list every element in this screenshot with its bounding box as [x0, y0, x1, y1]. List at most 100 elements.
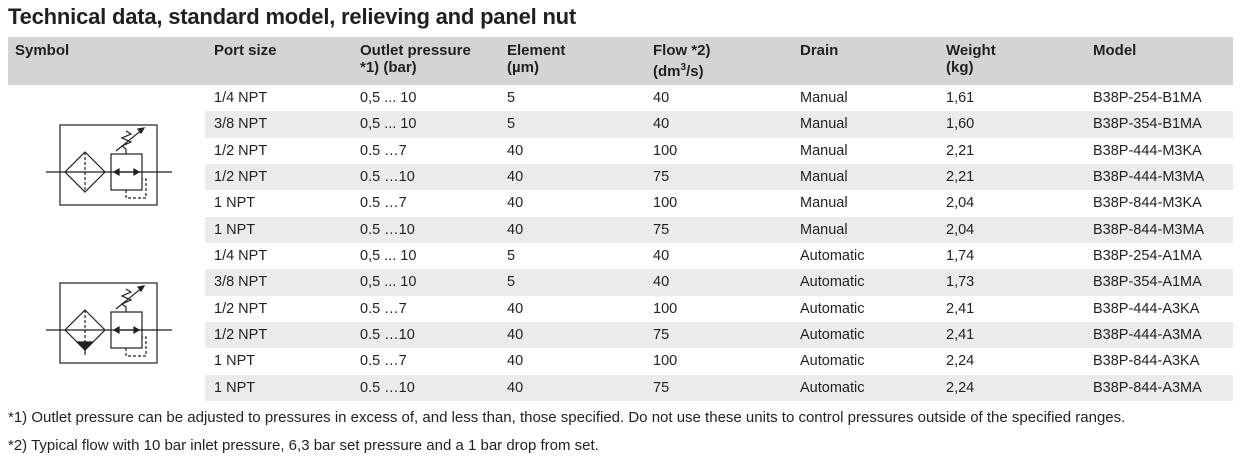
cell-element: 5 [507, 116, 516, 133]
cell-port: 3/8 NPT [214, 116, 268, 133]
cell-model: B38P-444-A3KA [1093, 300, 1200, 317]
cell-pressure: 0,5 ... 10 [360, 248, 417, 264]
cell-port: 1 NPT [214, 221, 256, 238]
cell-port: 1/4 NPT [214, 90, 268, 106]
cell-flow: 100 [653, 195, 678, 212]
symbol-cell [8, 243, 205, 401]
cell-port: 1 NPT [214, 353, 256, 370]
cell-element: 5 [507, 90, 516, 106]
table-row: 1/2 NPT 0.5 …10 40 75 Manual 2,21 B38P-444-M3M… [205, 163, 1233, 191]
cell-port: 1/4 NPT [214, 248, 268, 264]
cell-element: 40 [507, 168, 524, 185]
cell-weight: 2,41 [946, 326, 975, 343]
cell-model: B38P-254-B1MA [1093, 90, 1202, 106]
cell-model: B38P-844-A3MA [1093, 379, 1202, 396]
cell-weight: 1,74 [946, 248, 975, 264]
cell-element: 5 [507, 274, 516, 291]
cell-model: B38P-844-M3KA [1093, 195, 1202, 212]
cell-flow: 75 [653, 168, 670, 185]
cell-element: 40 [507, 379, 524, 396]
table-row: 1 NPT 0.5 …7 40 100 Manual 2,04 B38P-844-M3KA [205, 190, 1233, 217]
filter-regulator-automatic-drain-icon [46, 282, 172, 364]
table-row: 1/2 NPT 0.5 …7 40 100 Automatic 2,41 B38P-444-… [205, 295, 1233, 322]
cell-pressure: 0.5 …7 [360, 353, 407, 370]
cell-weight: 2,04 [946, 221, 975, 238]
cell-element: 40 [507, 195, 524, 212]
cell-drain: Manual [800, 116, 848, 133]
cell-drain: Automatic [800, 326, 865, 343]
cell-model: B38P-444-A3MA [1093, 326, 1202, 343]
header-symbol: Symbol [15, 42, 70, 59]
cell-weight: 1,61 [946, 90, 975, 106]
header-model: Model [1093, 42, 1137, 59]
cell-drain: Manual [800, 90, 848, 106]
cell-pressure: 0.5 …7 [360, 195, 407, 212]
cell-drain: Manual [800, 195, 848, 212]
footnote-1: *1) Outlet pressure can be adjusted to p… [8, 409, 1126, 426]
cell-pressure: 0,5 ... 10 [360, 274, 417, 291]
header-weight: Weight (kg) [946, 42, 996, 76]
filter-regulator-manual-drain-icon [46, 124, 172, 206]
cell-model: B38P-844-A3KA [1093, 353, 1200, 370]
cell-model: B38P-354-B1MA [1093, 116, 1202, 133]
cell-pressure: 0.5 …10 [360, 168, 415, 185]
table-row: 1 NPT 0.5 …7 40 100 Automatic 2,24 B38P-844-A3… [205, 348, 1233, 375]
cell-pressure: 0.5 …10 [360, 379, 415, 396]
cell-pressure: 0,5 ... 10 [360, 90, 417, 106]
header-element: Element (µm) [507, 42, 566, 76]
cell-weight: 2,21 [946, 168, 975, 185]
table-row: 1/4 NPT 0,5 ... 10 5 40 Automatic 1,74 B38P-25… [205, 243, 1233, 270]
cell-model: B38P-444-M3MA [1093, 168, 1205, 185]
cell-port: 1/2 NPT [214, 142, 268, 159]
cell-weight: 1,60 [946, 116, 975, 133]
cell-pressure: 0.5 …10 [360, 221, 415, 238]
cell-pressure: 0,5 ... 10 [360, 116, 417, 133]
table-group-manual: 1/4 NPT 0,5 ... 10 5 40 Manual 1,61 B38P-254-B… [8, 85, 1233, 243]
header-outlet-pressure: Outlet pressure *1) (bar) [360, 42, 471, 76]
table-row: 1/4 NPT 0,5 ... 10 5 40 Manual 1,61 B38P-254-B… [205, 85, 1233, 112]
cell-weight: 2,24 [946, 379, 975, 396]
cell-pressure: 0.5 …7 [360, 142, 407, 159]
cell-flow: 75 [653, 221, 670, 238]
cell-flow: 40 [653, 274, 670, 291]
table-row: 3/8 NPT 0,5 ... 10 5 40 Manual 1,60 B38P-354-B… [205, 111, 1233, 138]
cell-flow: 75 [653, 379, 670, 396]
cell-drain: Automatic [800, 300, 865, 317]
cell-port: 1/2 NPT [214, 168, 268, 185]
cell-element: 40 [507, 142, 524, 159]
cell-element: 5 [507, 248, 516, 264]
cell-drain: Automatic [800, 353, 865, 370]
footnote-2: *2) Typical flow with 10 bar inlet press… [8, 437, 599, 454]
header-port-size: Port size [214, 42, 277, 59]
cell-model: B38P-444-M3KA [1093, 142, 1202, 159]
table-row: 1/2 NPT 0.5 …7 40 100 Manual 2,21 B38P-444-M3K… [205, 137, 1233, 164]
cell-port: 1/2 NPT [214, 300, 268, 317]
table-row: 3/8 NPT 0,5 ... 10 5 40 Automatic 1,73 B38P-35… [205, 269, 1233, 296]
cell-drain: Automatic [800, 274, 865, 291]
cell-weight: 2,41 [946, 300, 975, 317]
cell-element: 40 [507, 353, 524, 370]
cell-pressure: 0.5 …10 [360, 326, 415, 343]
cell-weight: 2,24 [946, 353, 975, 370]
header-drain: Drain [800, 42, 839, 59]
cell-drain: Manual [800, 142, 848, 159]
cell-drain: Manual [800, 168, 848, 185]
cell-model: B38P-844-M3MA [1093, 221, 1205, 238]
header-flow: Flow *2) (dm3/s) [653, 42, 711, 80]
cell-flow: 40 [653, 90, 670, 106]
cell-element: 40 [507, 326, 524, 343]
cell-weight: 2,21 [946, 142, 975, 159]
cell-port: 1/2 NPT [214, 326, 268, 343]
cell-model: B38P-254-A1MA [1093, 248, 1202, 264]
table-row: 1/2 NPT 0.5 …10 40 75 Automatic 2,41 B38P-444-… [205, 321, 1233, 349]
cell-weight: 1,73 [946, 274, 975, 291]
cell-drain: Manual [800, 221, 848, 238]
symbol-cell [8, 85, 205, 243]
cell-element: 40 [507, 300, 524, 317]
cell-drain: Automatic [800, 248, 865, 264]
table-group-automatic: 1/4 NPT 0,5 ... 10 5 40 Automatic 1,74 B38P-25… [8, 243, 1233, 401]
cell-flow: 40 [653, 248, 670, 264]
cell-flow: 40 [653, 116, 670, 133]
cell-flow: 100 [653, 300, 678, 317]
cell-pressure: 0.5 …7 [360, 300, 407, 317]
